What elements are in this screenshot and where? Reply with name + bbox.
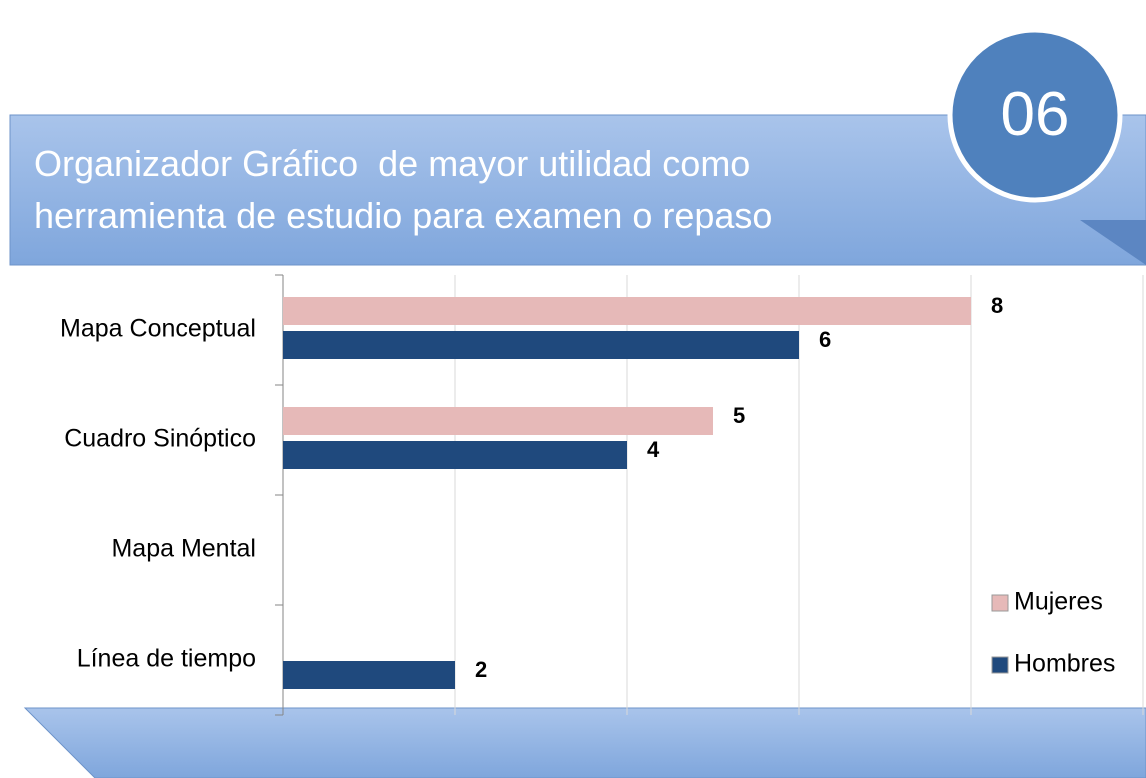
badge-circle xyxy=(947,27,1123,203)
data-label: 8 xyxy=(991,293,1003,318)
banner-fold xyxy=(1080,220,1146,265)
data-label: 6 xyxy=(819,327,831,352)
data-label: 5 xyxy=(733,403,745,428)
badge-number: 06 xyxy=(1000,80,1070,149)
y-tick-label: Mapa Conceptual xyxy=(60,315,256,343)
bar xyxy=(283,407,713,435)
legend-swatch xyxy=(991,594,1009,612)
y-tick-label: Mapa Mental xyxy=(111,535,256,563)
title-banner xyxy=(9,114,1146,266)
chart-title: Organizador Gráfico de mayor utilidad co… xyxy=(34,143,773,236)
bar xyxy=(283,331,799,359)
legend-label: Mujeres xyxy=(1014,588,1103,616)
legend-label: Hombres xyxy=(1014,650,1115,678)
legend-swatch xyxy=(991,656,1009,674)
y-tick-label: Cuadro Sinóptico xyxy=(64,425,256,453)
bottom-banner xyxy=(23,707,1146,778)
bar xyxy=(283,297,971,325)
bar xyxy=(283,441,627,469)
bar xyxy=(283,661,455,689)
y-tick-label: Línea de tiempo xyxy=(77,645,256,673)
data-label: 2 xyxy=(475,657,487,682)
data-label: 4 xyxy=(647,437,660,462)
